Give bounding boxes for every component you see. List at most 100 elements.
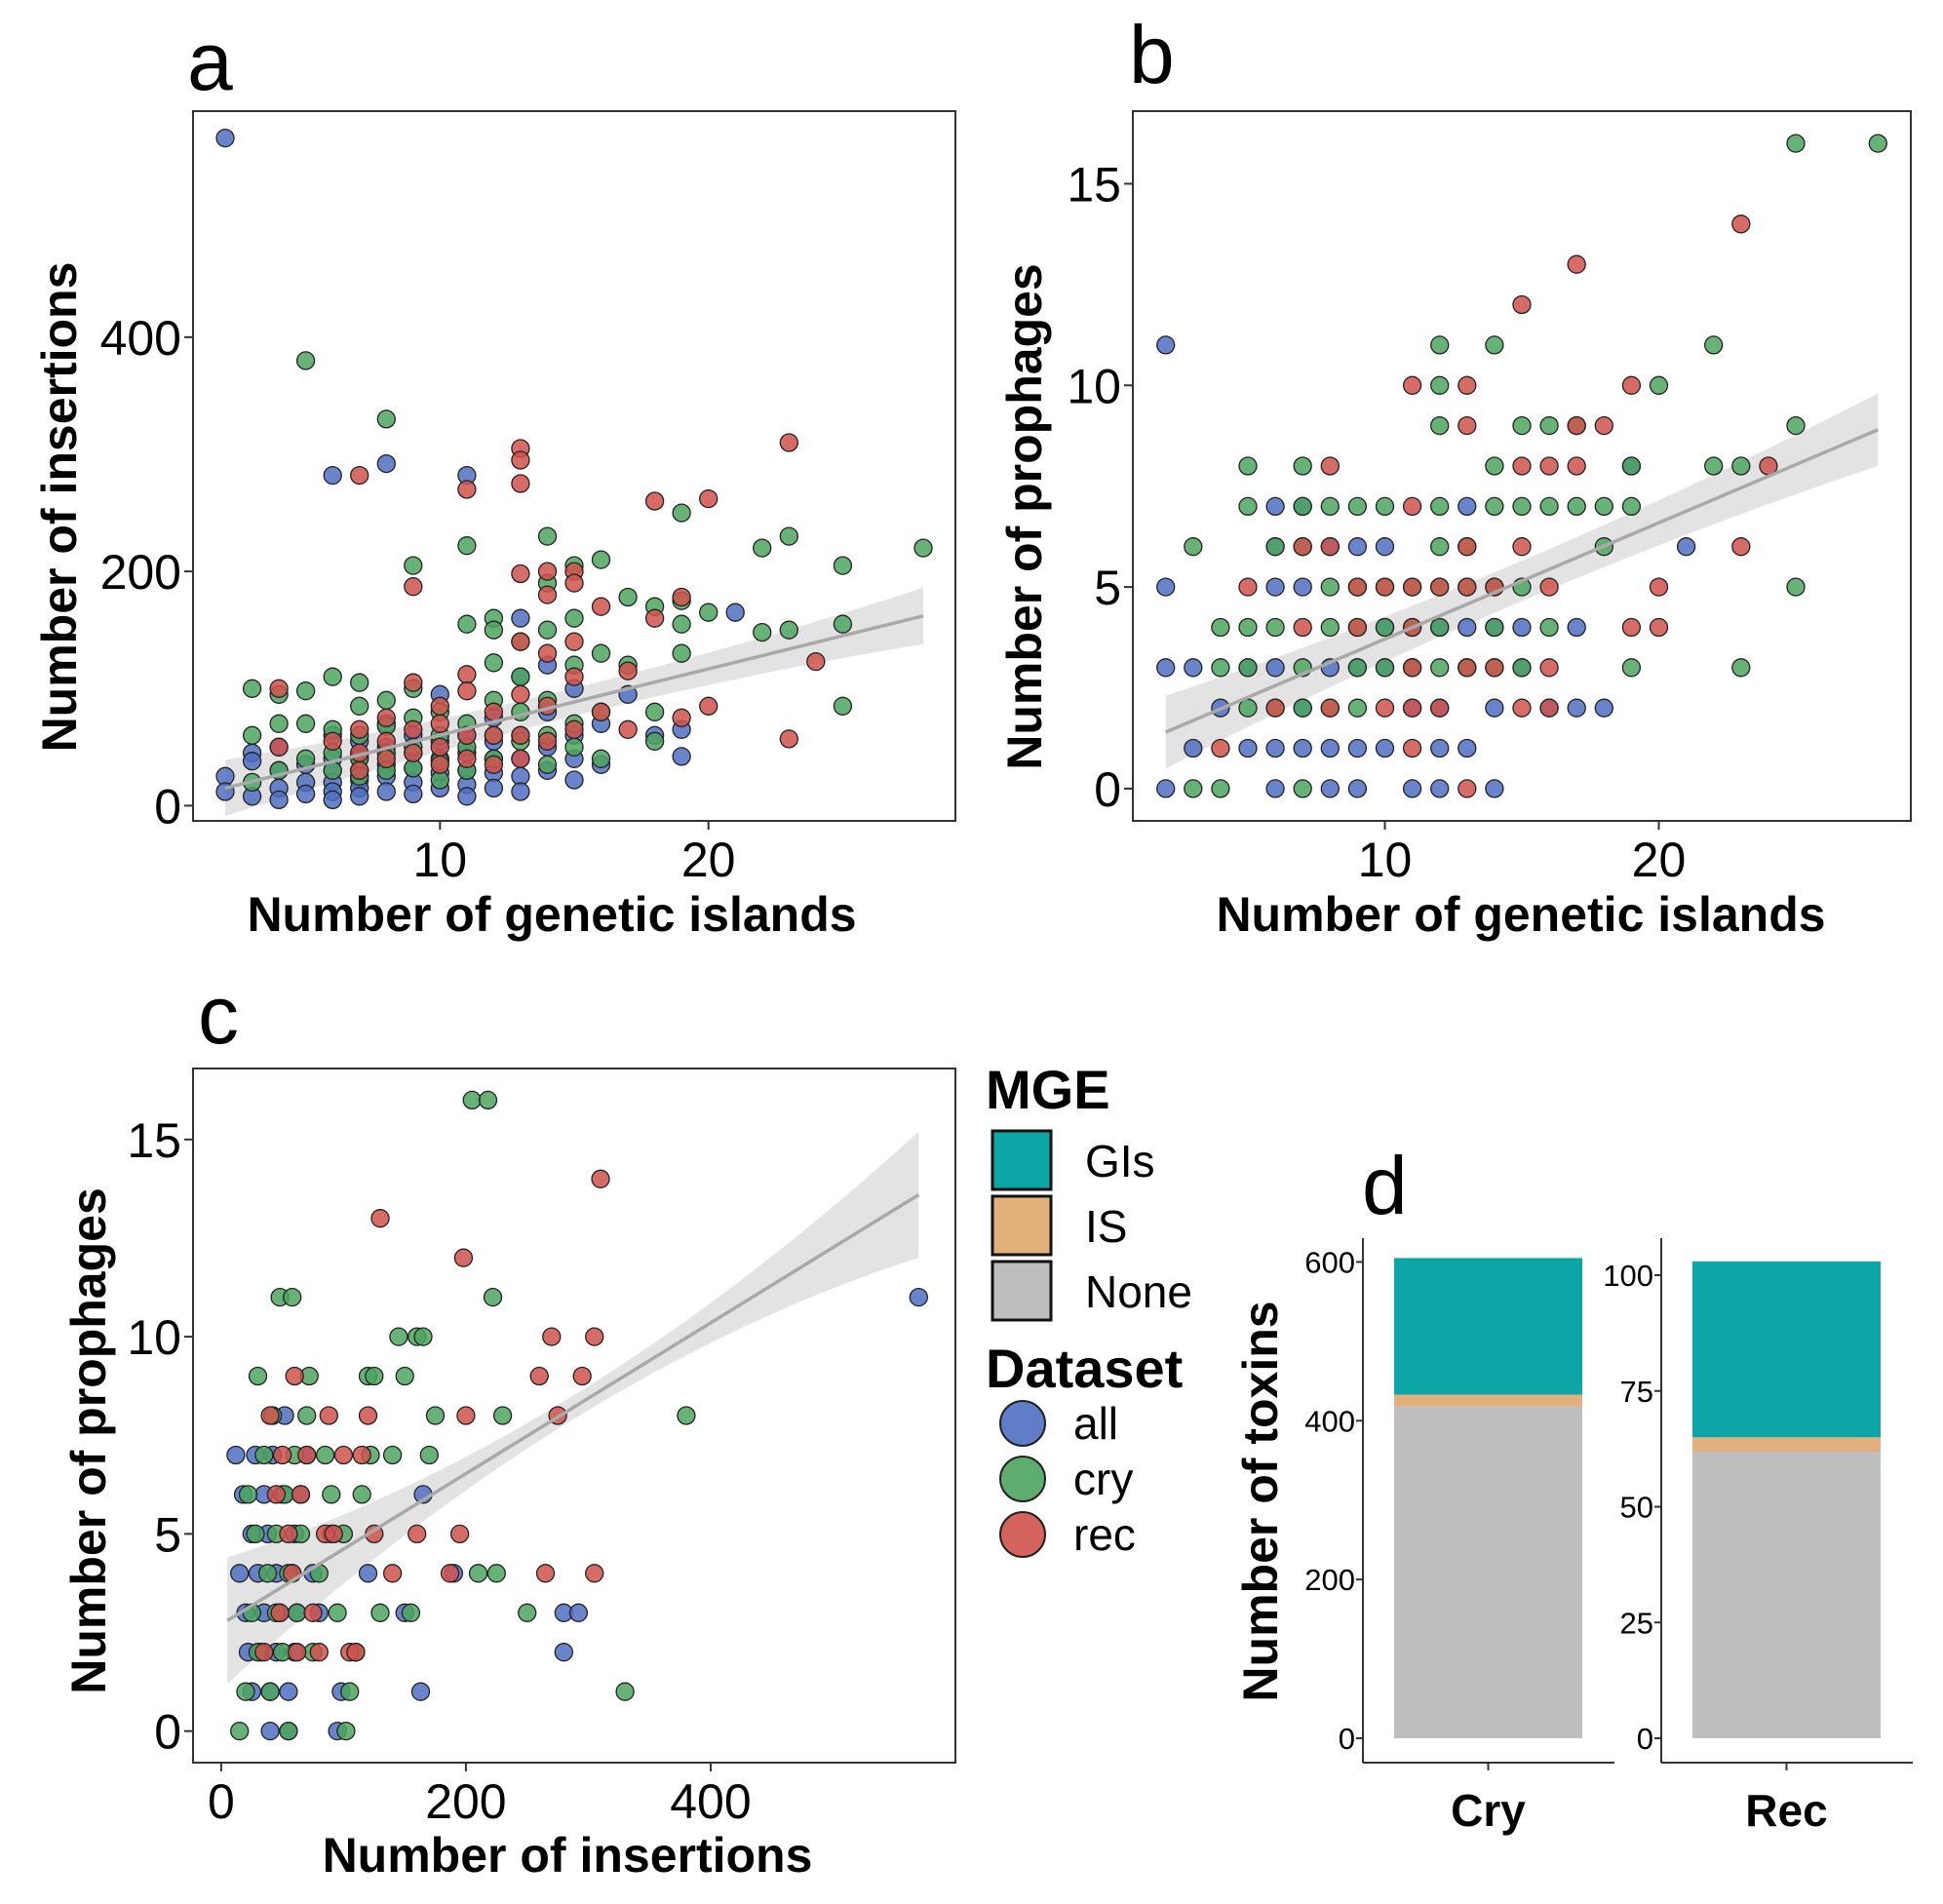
point-cry xyxy=(677,1406,696,1425)
point-cry xyxy=(1238,617,1258,638)
plot-frame-c xyxy=(192,1068,956,1764)
point-all xyxy=(242,752,262,771)
point-cry xyxy=(425,1406,446,1425)
point-rec xyxy=(1402,496,1422,517)
x-ticks-c: 0 200 400 xyxy=(208,1763,752,1829)
point-cry xyxy=(699,602,719,622)
y-tick-label: 0 xyxy=(1339,1722,1355,1756)
point-cry xyxy=(483,1287,503,1307)
x-tick-label: 20 xyxy=(681,833,736,887)
point-rec xyxy=(1594,415,1613,436)
point-rec xyxy=(254,1643,274,1662)
point-rec xyxy=(618,719,638,739)
point-cry xyxy=(352,1485,371,1504)
point-rec xyxy=(358,1406,378,1425)
point-rec xyxy=(1512,537,1532,557)
point-rec xyxy=(699,696,719,716)
point-cry xyxy=(288,1603,307,1622)
point-all xyxy=(226,1445,246,1465)
point-rec xyxy=(1320,698,1340,718)
point-cry xyxy=(1238,496,1258,517)
point-rec xyxy=(430,755,449,774)
y-tick-label: 50 xyxy=(1620,1491,1653,1525)
point-rec xyxy=(430,696,449,716)
point-all xyxy=(323,790,342,810)
trend-line-c xyxy=(226,1192,920,1622)
point-cry xyxy=(1621,496,1642,517)
point-all xyxy=(1457,617,1477,638)
point-all xyxy=(269,790,289,810)
point-cry xyxy=(753,538,772,558)
point-cry xyxy=(1704,335,1724,355)
point-rec xyxy=(1238,577,1258,597)
point-all xyxy=(230,1564,250,1583)
stacked-bar-panel-d: 0 200 400 600 Cry 0 25 50 75 100 Rec Number of to… xyxy=(1233,1238,1913,1836)
trend-line xyxy=(226,1192,920,1622)
point-cry xyxy=(395,1366,414,1386)
point-cry xyxy=(478,1090,498,1110)
plot-frame-b xyxy=(1132,110,1912,822)
point-all xyxy=(1184,658,1203,678)
point-cry xyxy=(340,1682,360,1701)
y-tick-label: 100 xyxy=(1603,1259,1653,1293)
point-rec xyxy=(285,1366,304,1386)
point-cry xyxy=(1293,698,1312,718)
point-rec xyxy=(309,1643,329,1662)
point-rec xyxy=(1320,456,1340,476)
point-all xyxy=(1347,779,1368,798)
point-rec xyxy=(430,714,449,733)
point-cry xyxy=(257,1564,278,1583)
x-tick-label: 0 xyxy=(208,1774,235,1829)
category-label: Cry xyxy=(1451,1785,1526,1836)
point-rec xyxy=(453,1248,474,1267)
point-rec xyxy=(564,667,584,686)
point-all xyxy=(1238,738,1258,758)
point-cry xyxy=(230,1721,250,1741)
point-all xyxy=(1375,738,1395,758)
bar-segment-gis xyxy=(1394,1258,1582,1395)
point-cry xyxy=(591,550,611,569)
panel-letter-d: d xyxy=(1362,1140,1408,1231)
point-rec xyxy=(291,1485,311,1504)
point-rec xyxy=(319,1406,338,1425)
point-rec xyxy=(1457,415,1477,436)
y-ticks-a: 0 200 400 xyxy=(100,311,193,834)
point-cry xyxy=(238,1485,258,1504)
point-rec xyxy=(542,1327,562,1346)
point-rec xyxy=(1265,698,1285,718)
point-rec xyxy=(323,731,342,751)
point-rec xyxy=(1567,415,1586,436)
point-all xyxy=(1594,698,1613,718)
point-cry xyxy=(1184,779,1203,798)
point-rec xyxy=(591,1169,610,1188)
point-cry xyxy=(1539,617,1559,638)
point-cry xyxy=(779,620,798,640)
point-cry xyxy=(672,643,691,663)
point-rec xyxy=(382,1564,403,1583)
point-rec xyxy=(564,719,584,739)
point-cry xyxy=(279,1721,298,1741)
point-rec xyxy=(404,577,423,597)
point-cry xyxy=(1430,335,1450,355)
point-rec xyxy=(1402,375,1422,395)
point-rec xyxy=(272,1445,292,1465)
point-all xyxy=(1265,577,1285,597)
panel-letter-b: b xyxy=(1129,9,1175,100)
point-all xyxy=(672,747,691,766)
point-rec xyxy=(1402,577,1422,597)
point-rec xyxy=(1293,617,1312,638)
bar-segment-is xyxy=(1692,1437,1881,1452)
category-label: Rec xyxy=(1745,1785,1827,1836)
point-cry xyxy=(1539,415,1559,436)
point-rec xyxy=(352,1445,371,1465)
trend-line-a xyxy=(224,614,924,791)
point-cry xyxy=(1375,496,1395,517)
plot-frame-a xyxy=(192,110,956,822)
point-all xyxy=(511,608,530,628)
point-cry xyxy=(1786,415,1806,436)
point-rec xyxy=(449,1524,470,1544)
trend-line xyxy=(224,614,924,791)
panel-letter-c: c xyxy=(198,969,239,1061)
x-tick-label: 10 xyxy=(413,833,468,887)
point-cry xyxy=(1868,134,1887,153)
